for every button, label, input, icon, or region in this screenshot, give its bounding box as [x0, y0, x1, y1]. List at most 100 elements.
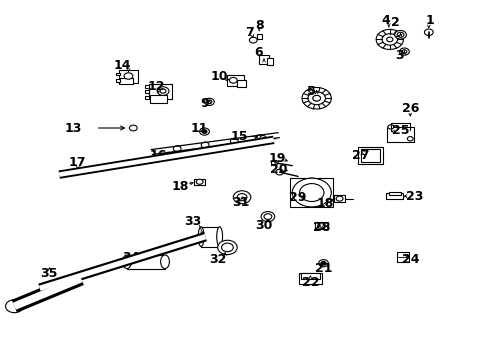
Bar	[266, 58, 272, 65]
Circle shape	[173, 146, 181, 152]
Circle shape	[255, 135, 263, 140]
Text: 22: 22	[301, 276, 319, 289]
Bar	[116, 73, 120, 75]
Circle shape	[196, 179, 203, 184]
Circle shape	[202, 130, 206, 134]
Circle shape	[129, 125, 137, 131]
Ellipse shape	[122, 255, 131, 269]
Ellipse shape	[216, 227, 222, 247]
Text: 1: 1	[425, 14, 433, 27]
Circle shape	[206, 100, 211, 104]
Text: 24: 24	[401, 253, 418, 266]
Text: 30: 30	[255, 219, 272, 233]
Bar	[301, 273, 319, 279]
Circle shape	[160, 89, 165, 93]
Circle shape	[381, 34, 397, 45]
Circle shape	[230, 138, 238, 144]
Circle shape	[318, 260, 328, 267]
Bar	[144, 90, 149, 93]
Text: 2: 2	[390, 17, 399, 30]
Bar	[227, 75, 244, 86]
Text: 29: 29	[289, 192, 306, 204]
Circle shape	[312, 96, 320, 101]
Circle shape	[260, 135, 265, 140]
Bar	[194, 179, 204, 185]
Text: 25: 25	[391, 124, 408, 137]
Circle shape	[249, 37, 257, 43]
Text: 18: 18	[316, 197, 333, 210]
Circle shape	[201, 142, 208, 148]
Text: 34: 34	[122, 251, 140, 264]
Circle shape	[307, 92, 325, 105]
Text: 27: 27	[351, 149, 368, 162]
Bar	[298, 273, 322, 284]
Circle shape	[312, 95, 320, 101]
Circle shape	[124, 73, 133, 79]
Bar	[144, 85, 149, 88]
Circle shape	[396, 32, 403, 37]
Text: 35: 35	[40, 267, 57, 280]
Circle shape	[292, 178, 330, 207]
Text: 11: 11	[190, 122, 208, 135]
Ellipse shape	[160, 255, 169, 269]
Circle shape	[321, 261, 325, 265]
Text: 32: 32	[208, 253, 226, 266]
Circle shape	[306, 189, 316, 196]
Circle shape	[386, 37, 392, 42]
Bar	[386, 193, 403, 199]
Circle shape	[264, 214, 271, 220]
Bar	[149, 84, 172, 99]
Circle shape	[424, 29, 432, 36]
Text: 23: 23	[406, 190, 423, 203]
Bar	[127, 255, 164, 269]
Circle shape	[204, 98, 214, 105]
Circle shape	[375, 30, 403, 49]
Bar	[201, 227, 219, 247]
Text: 6: 6	[253, 46, 262, 59]
Bar	[119, 78, 133, 84]
Circle shape	[271, 160, 278, 165]
Text: 12: 12	[148, 80, 165, 93]
Bar	[386, 127, 413, 141]
Circle shape	[335, 196, 342, 201]
Bar	[360, 149, 379, 162]
Text: 28: 28	[312, 221, 329, 234]
Text: 19: 19	[268, 152, 286, 165]
Bar	[357, 147, 382, 164]
Text: 18: 18	[171, 180, 188, 193]
Text: 5: 5	[307, 85, 316, 98]
Text: 9: 9	[200, 98, 208, 111]
Circle shape	[292, 178, 330, 207]
Bar	[290, 178, 332, 207]
Text: 7: 7	[244, 26, 253, 39]
Text: 16: 16	[149, 149, 166, 162]
Text: 10: 10	[210, 69, 227, 82]
Ellipse shape	[198, 227, 203, 247]
Circle shape	[233, 191, 250, 204]
Circle shape	[229, 77, 237, 83]
Bar	[396, 252, 408, 262]
Bar	[116, 79, 120, 82]
Circle shape	[237, 194, 246, 201]
Bar	[144, 96, 149, 99]
Circle shape	[407, 136, 412, 141]
Circle shape	[302, 87, 330, 109]
Bar	[149, 95, 166, 103]
Text: 21: 21	[314, 262, 331, 275]
Circle shape	[299, 184, 324, 202]
Bar	[237, 80, 245, 87]
Circle shape	[157, 87, 168, 95]
Circle shape	[217, 240, 237, 255]
Circle shape	[317, 223, 325, 229]
Text: 4: 4	[381, 14, 389, 27]
Text: 13: 13	[64, 122, 81, 135]
Circle shape	[394, 31, 406, 39]
Text: 8: 8	[254, 19, 263, 32]
Circle shape	[401, 50, 406, 53]
Circle shape	[387, 125, 393, 129]
Bar	[119, 71, 138, 83]
Circle shape	[399, 48, 408, 55]
Text: 14: 14	[114, 59, 131, 72]
Circle shape	[275, 169, 283, 175]
Bar	[256, 34, 261, 39]
